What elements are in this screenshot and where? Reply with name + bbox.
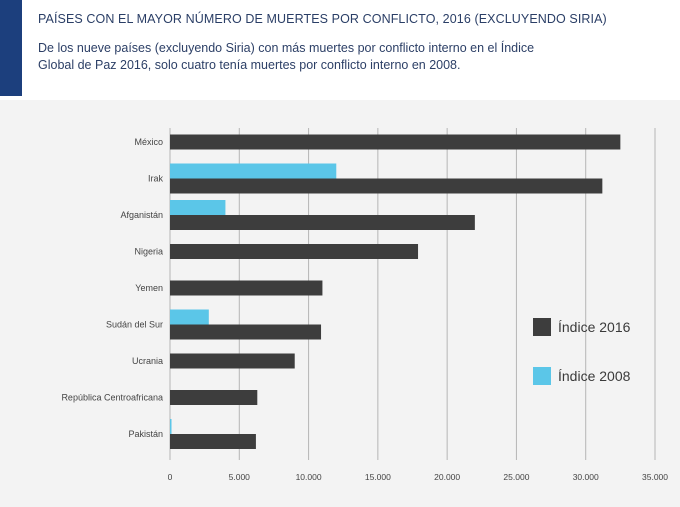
category-label: Nigeria	[134, 247, 163, 257]
bar-2016	[170, 215, 475, 230]
x-tick-label: 10.000	[296, 472, 322, 482]
chart-title: PAÍSES CON EL MAYOR NÚMERO DE MUERTES PO…	[38, 12, 607, 26]
x-tick-label: 35.000	[642, 472, 668, 482]
category-label: República Centroafricana	[61, 393, 163, 403]
legend-swatch	[533, 367, 551, 385]
category-label: Sudán del Sur	[106, 320, 163, 330]
category-label: Irak	[148, 174, 164, 184]
category-label: Afganistán	[120, 210, 163, 220]
bar-2008	[170, 200, 226, 215]
category-label: Ucrania	[132, 356, 163, 366]
x-tick-label: 30.000	[573, 472, 599, 482]
legend-label: Índice 2016	[558, 319, 631, 335]
x-tick-label: 15.000	[365, 472, 391, 482]
x-tick-label: 20.000	[434, 472, 460, 482]
legend-swatch	[533, 318, 551, 336]
bar-2016	[170, 178, 603, 194]
bar-2016	[170, 244, 419, 259]
x-tick-label: 5.000	[229, 472, 251, 482]
bar-2016	[170, 324, 322, 340]
category-label: Pakistán	[128, 429, 163, 439]
chart-subtitle: De los nueve países (excluyendo Siria) c…	[38, 40, 668, 74]
bar-2008	[170, 309, 209, 325]
bar-2016	[170, 353, 295, 369]
bar-2016	[170, 434, 256, 449]
subtitle-line-2: Global de Paz 2016, solo cuatro tenía mu…	[38, 58, 461, 72]
bar-2016	[170, 134, 621, 150]
bar-2008	[170, 419, 172, 434]
bar-2008	[170, 163, 337, 179]
bar-2016	[170, 280, 323, 296]
x-tick-label: 0	[168, 472, 173, 482]
header: PAÍSES CON EL MAYOR NÚMERO DE MUERTES PO…	[0, 0, 680, 96]
subtitle-line-1: De los nueve países (excluyendo Siria) c…	[38, 41, 535, 55]
legend-label: Índice 2008	[558, 368, 631, 384]
accent-bar	[0, 0, 22, 96]
category-label: Yemen	[135, 283, 163, 293]
bar-2016	[170, 390, 258, 405]
chart-panel	[0, 100, 680, 507]
category-label: México	[134, 137, 163, 147]
x-tick-label: 25.000	[503, 472, 529, 482]
